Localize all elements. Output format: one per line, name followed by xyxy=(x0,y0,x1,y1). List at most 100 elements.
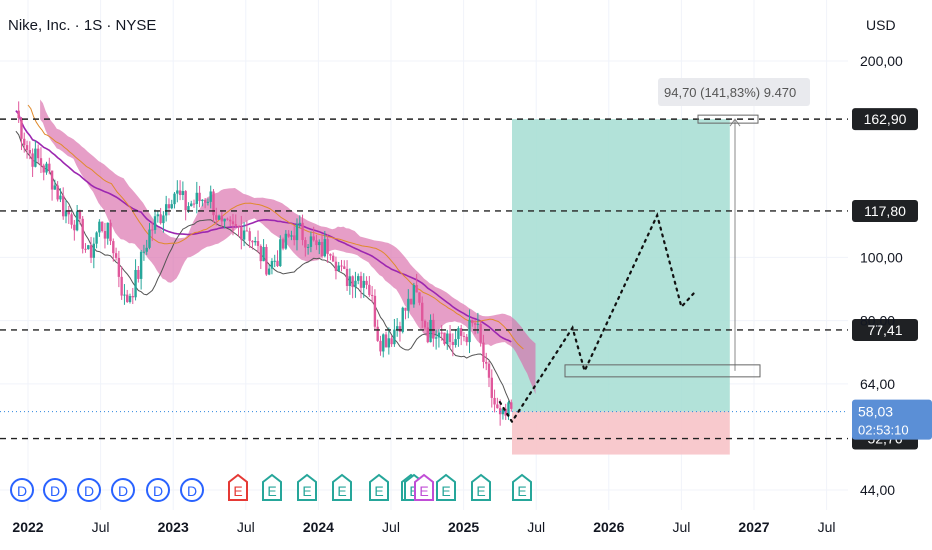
measure-label: 94,70 (141,83%) 9.470 xyxy=(664,85,796,100)
ma-line-purple xyxy=(15,110,512,343)
earnings-marker xyxy=(414,473,434,501)
x-tick-label: Jul xyxy=(818,519,836,535)
candle-body xyxy=(198,192,201,202)
candle-body xyxy=(504,408,507,416)
candle-body xyxy=(446,333,449,345)
candle-body xyxy=(178,190,182,195)
event-marker-label: D xyxy=(84,483,94,499)
earnings-marker xyxy=(332,473,352,501)
candle-body xyxy=(50,170,54,190)
candle-body xyxy=(109,222,112,242)
candle-body xyxy=(142,251,146,253)
y-tick-label: 64,00 xyxy=(860,376,895,392)
candle-body xyxy=(318,241,321,246)
candle-body xyxy=(126,294,129,302)
candle-body xyxy=(354,280,357,288)
candle-body xyxy=(106,222,109,239)
candle-body xyxy=(256,241,260,246)
candle-body xyxy=(145,247,148,252)
x-tick-label: 2023 xyxy=(158,519,189,535)
candle-body xyxy=(462,335,466,337)
candle-body xyxy=(42,165,45,173)
candle-body xyxy=(343,266,346,269)
y-tick-label: 80,00 xyxy=(860,313,895,329)
candle-body xyxy=(379,340,382,352)
x-tick-label: Jul xyxy=(237,519,255,535)
candle-body xyxy=(340,265,343,267)
candle-body xyxy=(120,276,123,296)
candle-body xyxy=(195,192,198,204)
ma-line-orange xyxy=(27,104,524,350)
candle-body xyxy=(485,361,488,364)
candle-body xyxy=(418,292,421,303)
candle-body xyxy=(507,402,510,416)
earnings-marker xyxy=(471,473,491,501)
candle-body xyxy=(357,276,360,281)
cloud-band xyxy=(40,99,536,395)
candle-body xyxy=(451,341,455,346)
candle-body xyxy=(281,239,285,249)
candle-body xyxy=(31,153,34,167)
candle-body xyxy=(87,245,90,250)
candle-body xyxy=(262,246,265,262)
horizontal-levels xyxy=(0,118,848,440)
last-price-badge xyxy=(852,399,932,440)
candle-body xyxy=(100,221,104,232)
event-marker-label: E xyxy=(233,483,242,499)
candle-body xyxy=(62,195,65,217)
event-marker-label: E xyxy=(419,483,428,499)
time-axis[interactable]: 2022 Jul 2023 Jul 2024 Jul 2025 Jul 2026 Jul 2027 J… xyxy=(12,519,835,535)
target-zone xyxy=(512,119,730,412)
candle-body xyxy=(75,211,79,231)
candle-body xyxy=(331,255,335,262)
candle-body xyxy=(387,338,391,348)
candle-body xyxy=(206,201,210,203)
candle-body xyxy=(309,236,313,247)
candle-body xyxy=(334,261,338,272)
candle-body xyxy=(373,295,377,327)
candle-body xyxy=(114,253,118,258)
candle-body xyxy=(376,326,379,341)
candle-body xyxy=(78,211,82,219)
currency-label: USD xyxy=(866,17,896,33)
candle-body xyxy=(240,226,243,240)
candle-body xyxy=(128,296,132,302)
candle-body xyxy=(148,229,151,248)
x-tick-label: Jul xyxy=(527,519,545,535)
candle-body xyxy=(457,328,460,340)
earnings-marker xyxy=(512,473,532,501)
candle-body xyxy=(223,218,226,222)
candle-body xyxy=(95,232,98,244)
dividend-marker xyxy=(43,478,67,502)
candle-body xyxy=(351,276,354,288)
candle-body xyxy=(92,243,96,258)
earnings-marker xyxy=(369,473,389,501)
candle-body xyxy=(237,225,240,227)
candle-body xyxy=(36,148,40,159)
measure-tool: 94,70 (141,83%) 9.470 xyxy=(564,78,810,378)
candle-body xyxy=(45,163,48,173)
candle-body xyxy=(231,221,235,225)
candle-body xyxy=(471,319,474,324)
candlesticks xyxy=(17,101,513,426)
candle-body xyxy=(382,334,385,352)
candle-body xyxy=(326,239,329,255)
candle-body xyxy=(167,204,171,209)
earnings-marker xyxy=(297,473,317,501)
dividend-marker xyxy=(77,478,101,502)
candle-body xyxy=(443,332,446,345)
candle-body xyxy=(409,298,413,305)
candle-body xyxy=(164,204,168,216)
candle-body xyxy=(434,337,438,339)
event-marker-label: D xyxy=(153,483,163,499)
candle-body xyxy=(298,222,301,225)
earnings-marker xyxy=(262,473,282,501)
candle-body xyxy=(510,402,513,409)
y-tick-label: 200,00 xyxy=(860,53,903,69)
candle-body xyxy=(112,241,115,254)
price-axis[interactable]: 162,90117,8077,4152,7658,0302:53:10200,0… xyxy=(852,53,932,498)
candle-body xyxy=(368,284,371,295)
candle-body xyxy=(412,284,416,305)
candle-body xyxy=(395,326,399,330)
